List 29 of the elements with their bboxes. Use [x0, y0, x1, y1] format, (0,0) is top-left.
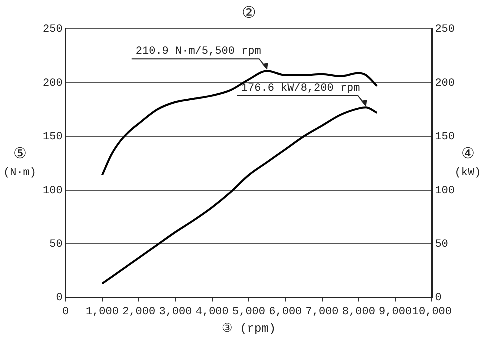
x-tick-label: 5,000: [232, 306, 266, 318]
y2-axis-title: ④ (kW): [454, 146, 482, 180]
chart-title: ②: [242, 4, 256, 23]
y-axis-title: ⑤ (N·m): [3, 146, 37, 180]
x-tick-label: 4,000: [196, 306, 229, 318]
y2-tick-label: 200: [435, 78, 456, 90]
annotation: 176.6 kW/8,200 rpm: [241, 82, 361, 95]
y2-tick-label: 250: [435, 24, 456, 36]
y2-tick-label: 150: [435, 132, 456, 144]
x-tick-label: 3,000: [159, 306, 192, 318]
y-tick-label: 250: [42, 24, 63, 36]
x-axis-title: ③ (rpm): [222, 322, 276, 336]
x-tick-label: 1,000: [86, 306, 119, 318]
line-series: [101, 70, 378, 176]
x-tick-label: 8,000: [342, 306, 376, 318]
y2-tick-label: 100: [435, 185, 456, 198]
x-tick-label: 7,000: [306, 306, 339, 318]
x-tick-label: 10,000: [412, 306, 452, 318]
y-tick-label: 0: [56, 292, 63, 305]
y2-tick-label: 50: [435, 238, 448, 251]
x-tick-label: 2,000: [122, 306, 156, 318]
x-tick-label: 9,000: [379, 306, 412, 318]
annotation: 210.9 N·m/5,500 rpm: [136, 46, 262, 58]
y2-tick-label: 0: [435, 292, 442, 305]
y-tick-label: 50: [50, 238, 63, 251]
y-tick-label: 100: [42, 185, 63, 198]
y-tick-label: 150: [42, 132, 63, 144]
x-tick-label: 6,000: [269, 306, 302, 318]
y-tick-label: 200: [42, 78, 63, 90]
